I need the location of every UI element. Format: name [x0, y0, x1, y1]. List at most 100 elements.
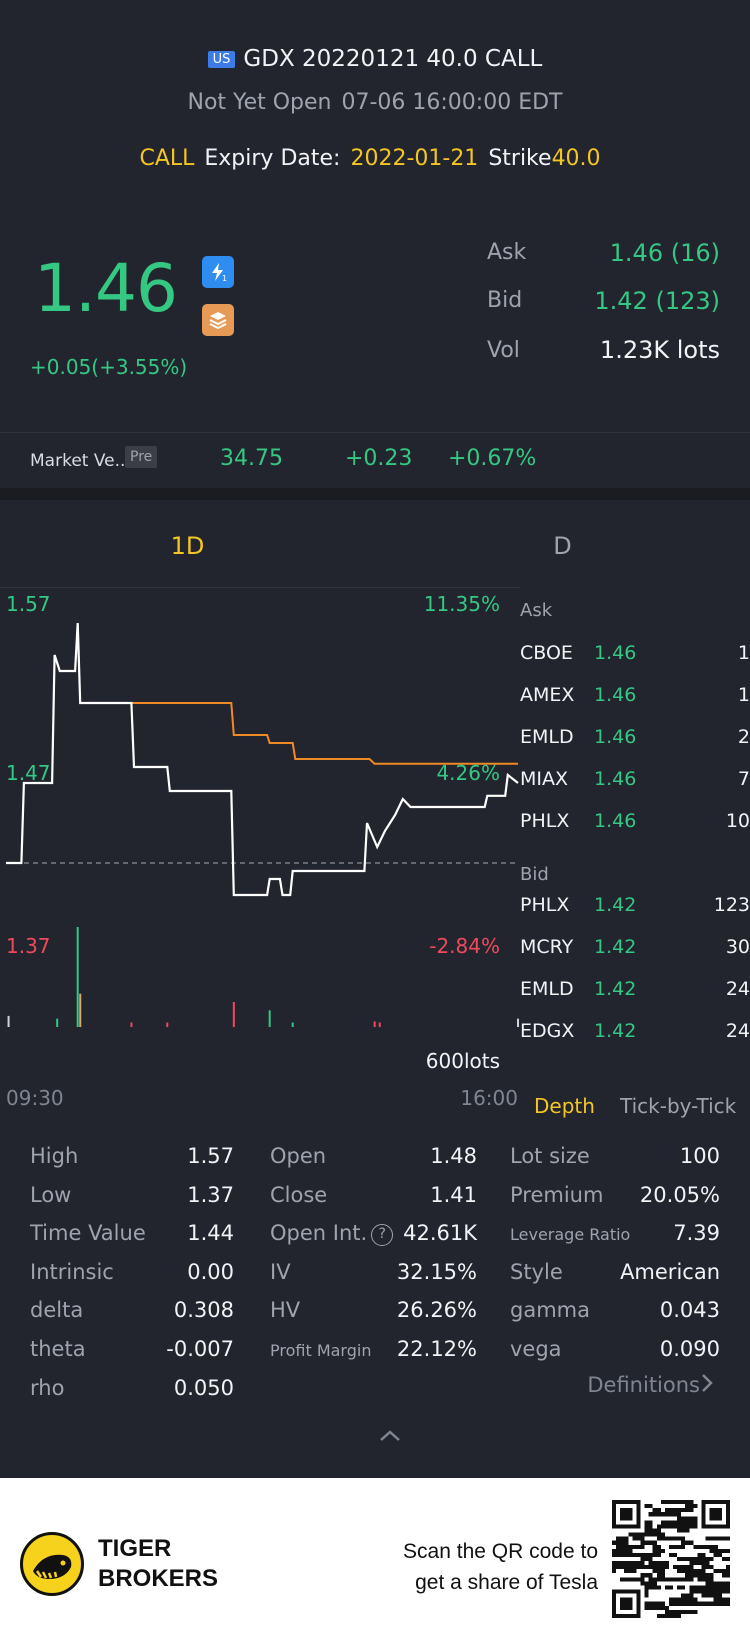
- exchange-name: MCRY: [520, 936, 574, 958]
- stat-value: 1.48: [430, 1144, 477, 1168]
- market-value-row[interactable]: [0, 432, 750, 486]
- price-line: [6, 622, 519, 897]
- depth-bid-row: EDGX 1.42 24: [520, 1020, 750, 1064]
- strike-value: 40.0: [551, 146, 601, 171]
- status-datetime: 07-06 16:00:00 EDT: [341, 90, 563, 115]
- stat-label: delta: [30, 1298, 84, 1323]
- quote-size: 24: [725, 1020, 750, 1042]
- stat-value: 0.00: [187, 1259, 234, 1284]
- volume-bar: [378, 1022, 381, 1027]
- stat-value: 32.15%: [396, 1259, 477, 1284]
- stat-value: 1.57: [187, 1144, 234, 1168]
- ask-label: Ask: [487, 240, 527, 265]
- stat-value: 1.44: [187, 1221, 234, 1246]
- quote-size: 24: [725, 978, 750, 1000]
- help-icon[interactable]: ?: [371, 1224, 394, 1247]
- pct-label-mid: 4.26%: [436, 761, 500, 785]
- stat-label: Low: [30, 1182, 72, 1207]
- stat-value: 100: [679, 1144, 720, 1168]
- underlying-change-pct: +0.67%: [448, 446, 537, 471]
- stat-label: Premium: [510, 1182, 604, 1207]
- qr-caption-line2: get a share of Tesla: [415, 1571, 598, 1594]
- stat-label: Style: [510, 1259, 563, 1284]
- volume-bar: [232, 1002, 235, 1027]
- quote-size: 2: [737, 726, 750, 748]
- stat-label: Open Int.?: [270, 1221, 394, 1247]
- last-price: 1.46: [34, 250, 178, 327]
- stat-value: 0.050: [173, 1375, 234, 1400]
- exchange-name: CBOE: [520, 642, 573, 664]
- quote-size: 7: [737, 768, 750, 790]
- tab-daily[interactable]: D: [553, 532, 572, 560]
- exchange-name: EMLD: [520, 978, 574, 1000]
- contract-name: GDX 20220121 40.0 CALL: [243, 46, 543, 72]
- expiry-label: Expiry Date:: [204, 146, 341, 171]
- tab-depth[interactable]: Depth: [534, 1094, 595, 1118]
- volume-bar: [517, 1018, 519, 1027]
- y-label-low: 1.37: [6, 934, 51, 958]
- stat-value: 0.043: [659, 1298, 720, 1323]
- qr-caption: Scan the QR code to get a share of Tesla: [403, 1536, 598, 1598]
- depth-ask-header: Ask: [520, 600, 553, 621]
- depth-bid-row: PHLX 1.42 123: [520, 894, 750, 938]
- exchange-name: AMEX: [520, 684, 575, 706]
- stat-label: gamma: [510, 1298, 590, 1323]
- stat-label: Profit Margin: [270, 1341, 372, 1360]
- underlying-change: +0.23: [345, 446, 413, 471]
- quote-price: 1.42: [594, 936, 637, 958]
- quote-price: 1.46: [594, 684, 637, 706]
- chevron-right-icon[interactable]: [700, 1372, 714, 1400]
- market-badge: US: [207, 51, 236, 68]
- quote-size: 30: [725, 936, 750, 958]
- brand-line1: TIGER: [98, 1535, 172, 1562]
- x-label-start: 09:30: [6, 1086, 64, 1107]
- depth-bid-header: Bid: [520, 864, 549, 885]
- intraday-chart[interactable]: 1.57 1.47 1.37 11.35% 4.26% -2.84% 600lo…: [0, 587, 520, 1107]
- stat-label: Open: [270, 1144, 327, 1168]
- option-type: CALL: [139, 146, 195, 171]
- stat-label: Intrinsic: [30, 1259, 114, 1284]
- tiger-brokers-logo-icon: [20, 1532, 84, 1596]
- quote-size: 1: [737, 684, 750, 706]
- stat-label: IV: [270, 1259, 291, 1284]
- premarket-badge: Pre: [125, 446, 158, 468]
- depth-bid-row: EMLD 1.42 24: [520, 978, 750, 1022]
- volume-bar: [79, 993, 82, 1027]
- tab-1d[interactable]: 1D: [170, 532, 205, 560]
- vol-label: Vol: [487, 338, 520, 363]
- status-text: Not Yet Open: [187, 90, 332, 115]
- average-price-line: [80, 702, 518, 765]
- chevron-up-icon[interactable]: [375, 1425, 405, 1445]
- depth-ask-row: EMLD 1.46 2: [520, 726, 750, 770]
- stat-value: 0.308: [173, 1298, 234, 1323]
- exchange-name: EDGX: [520, 1020, 575, 1042]
- quote-price: 1.46: [594, 726, 637, 748]
- stat-value: 7.39: [673, 1221, 720, 1246]
- stat-value: 20.05%: [639, 1182, 720, 1207]
- market-value-label: Market Ve...: [30, 451, 131, 471]
- stack-layers-icon[interactable]: [202, 304, 234, 336]
- stat-value: 1.37: [187, 1182, 234, 1207]
- volume-bar: [291, 1022, 294, 1027]
- svg-text:1: 1: [222, 274, 227, 283]
- stat-label: theta: [30, 1337, 86, 1361]
- contract-details: CALL Expiry Date: 2022-01-21 Strike40.0: [0, 146, 750, 171]
- lightning-level1-icon[interactable]: 1: [202, 256, 234, 288]
- market-status: Not Yet Open 07-06 16:00:00 EDT: [0, 90, 750, 115]
- pct-label-high: 11.35%: [424, 592, 500, 616]
- volume-bar: [373, 1021, 376, 1027]
- tab-tick-by-tick[interactable]: Tick-by-Tick: [620, 1094, 737, 1118]
- depth-ask-row: MIAX 1.46 7: [520, 768, 750, 812]
- quote-price: 1.42: [594, 894, 637, 916]
- definitions-link[interactable]: Definitions: [587, 1373, 700, 1397]
- stat-value: 22.12%: [396, 1337, 477, 1361]
- depth-ask-row: PHLX 1.46 10: [520, 810, 750, 854]
- stat-value: 26.26%: [396, 1298, 477, 1323]
- volume-scale-label: 600lots: [426, 1049, 500, 1073]
- depth-ask-row: AMEX 1.46 1: [520, 684, 750, 728]
- volume-bar: [130, 1022, 133, 1027]
- stat-label: Time Value: [30, 1221, 146, 1246]
- brand-line2: BROKERS: [98, 1565, 219, 1592]
- stat-label: rho: [30, 1375, 65, 1400]
- quote-price: 1.42: [594, 978, 637, 1000]
